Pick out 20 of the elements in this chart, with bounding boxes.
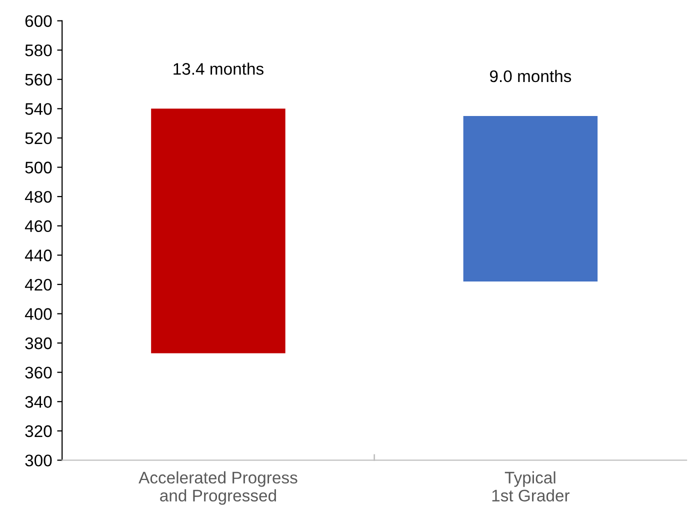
y-tick-label: 340 bbox=[25, 396, 52, 408]
y-tick-label: 360 bbox=[25, 366, 52, 379]
y-tick-label: 460 bbox=[24, 220, 52, 232]
x-tick-label: Typical 1st Grader bbox=[492, 471, 570, 502]
annotation: 9.0 months bbox=[490, 70, 572, 82]
y-tick-label: 320 bbox=[25, 425, 52, 438]
y-tick-label: 500 bbox=[25, 162, 52, 174]
y-tick-label: 300 bbox=[25, 454, 52, 466]
y-tick-label: 400 bbox=[24, 308, 52, 320]
y-tick-label: 520 bbox=[25, 132, 52, 144]
y-tick-label: 580 bbox=[25, 44, 52, 56]
y-tick-label: 540 bbox=[25, 103, 52, 115]
y-tick-label: 480 bbox=[24, 190, 52, 203]
y-tick-label: 380 bbox=[25, 337, 52, 350]
x-tick-label: Accelerated Progress and Progressed bbox=[138, 471, 298, 505]
y-tick-label: 560 bbox=[25, 74, 52, 86]
y-tick-label: 420 bbox=[24, 278, 52, 291]
y-tick-label: 440 bbox=[24, 250, 52, 262]
annotation: 13.4 months bbox=[174, 62, 264, 75]
y-tick-label: 600 bbox=[25, 15, 52, 28]
